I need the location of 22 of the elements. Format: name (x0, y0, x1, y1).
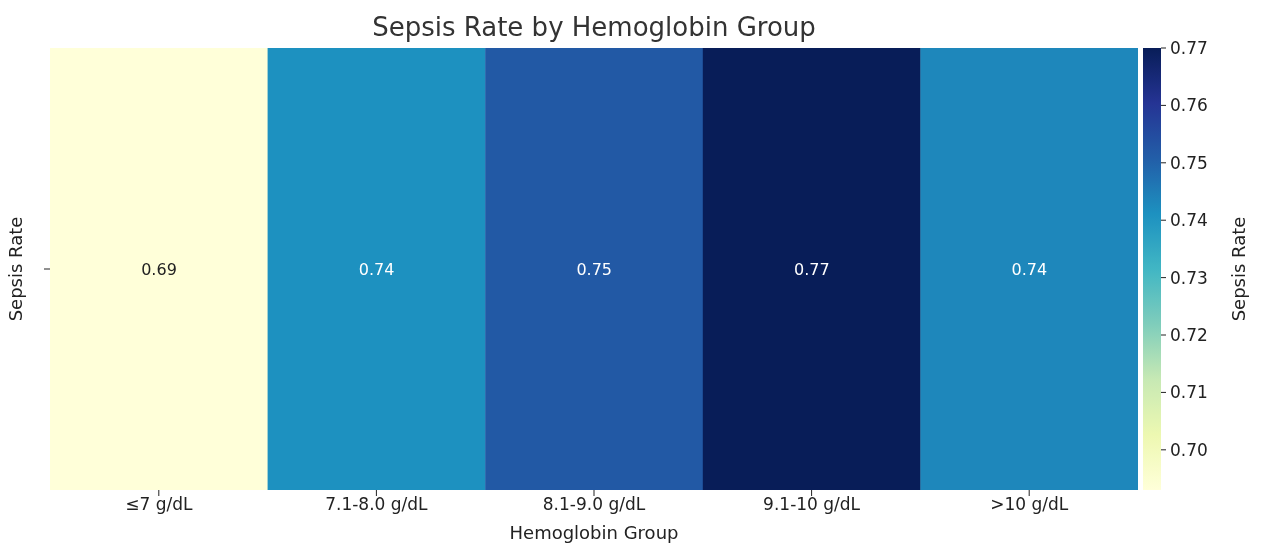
color-bar-label: 0.74 (1170, 210, 1208, 231)
data-label: 0.74 (1011, 259, 1048, 279)
x-tick-label: >10 g/dL (990, 494, 1069, 515)
color-bar-title: Sepsis Rate (1228, 216, 1249, 322)
x-tick-label: 9.1-10 g/dL (763, 494, 861, 515)
color-bar-label: 0.71 (1170, 382, 1208, 403)
chart-title: Sepsis Rate by Hemoglobin Group (372, 12, 816, 42)
x-tick-label: ≤7 g/dL (125, 494, 193, 515)
data-label: 0.69 (141, 259, 177, 279)
x-axis-title: Hemoglobin Group (509, 522, 679, 543)
color-bar-label: 0.72 (1170, 325, 1208, 346)
data-label: 0.74 (358, 259, 395, 279)
x-tick-label: 7.1-8.0 g/dL (325, 494, 429, 515)
color-bar-label: 0.76 (1170, 95, 1208, 116)
y-axis-title: Sepsis Rate (5, 216, 27, 322)
color-bar-label: 0.77 (1170, 38, 1208, 58)
data-label: 0.77 (793, 259, 830, 279)
color-bar-label: 0.70 (1170, 439, 1208, 460)
data-label: 0.75 (576, 259, 613, 279)
color-bar-label: 0.73 (1170, 267, 1208, 288)
color-bar-label: 0.75 (1170, 152, 1208, 173)
x-tick-label: 8.1-9.0 g/dL (542, 494, 646, 515)
